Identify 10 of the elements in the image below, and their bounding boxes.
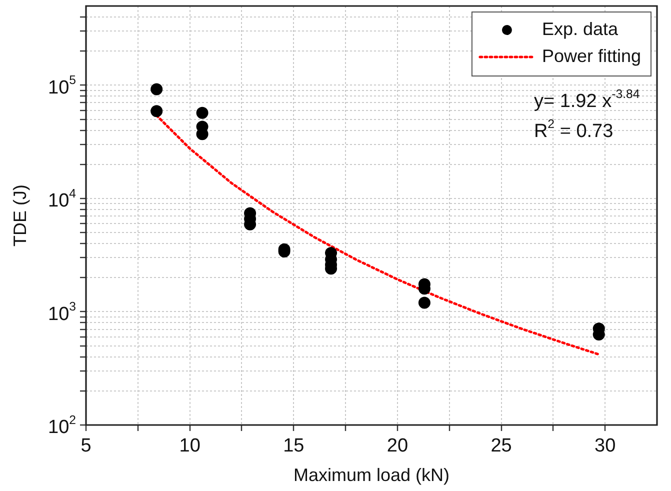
x-tick-label: 25 — [490, 436, 512, 457]
x-tick-label: 5 — [80, 436, 92, 457]
y-axis-title: TDE (J) — [10, 184, 30, 246]
x-tick-label: 10 — [179, 436, 200, 457]
legend-label: Exp. data — [542, 18, 619, 39]
x-tick-label: 15 — [283, 436, 304, 457]
legend-label: Power fitting — [542, 46, 642, 66]
x-tick-label: 30 — [594, 436, 616, 457]
x-axis-title: Maximum load (kN) — [293, 465, 450, 486]
x-tick-label: 20 — [386, 436, 408, 457]
